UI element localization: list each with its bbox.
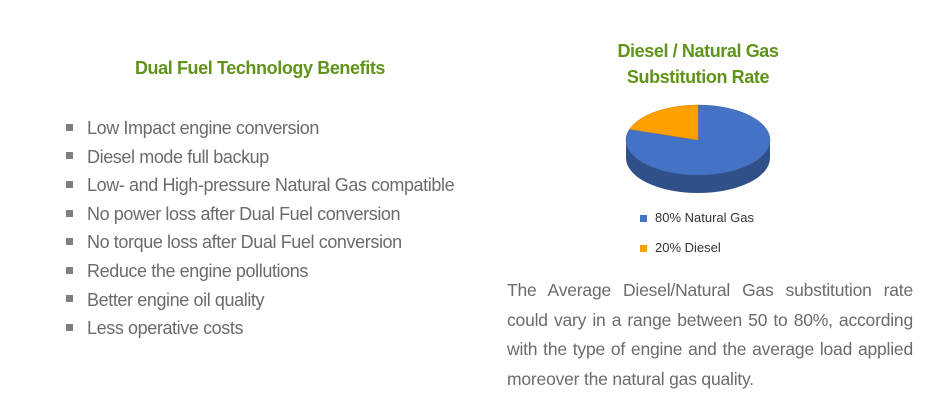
section-title: Dual Fuel Technology Benefits (134, 58, 386, 78)
benefit-item: Diesel mode full backup (66, 143, 454, 172)
pie-slice (629, 104, 699, 141)
legend-item: 80% Natural Gas (640, 210, 754, 225)
benefit-item: Reduce the engine pollutions (66, 257, 454, 286)
benefit-item: Low Impact engine conversion (66, 114, 454, 143)
legend-label: 20% Diesel (655, 240, 721, 255)
benefit-item: No power loss after Dual Fuel conversion (66, 200, 454, 229)
legend-item: 20% Diesel (640, 240, 721, 255)
benefit-list: Low Impact engine conversion Diesel mode … (66, 114, 455, 343)
legend-swatch (640, 245, 647, 252)
description: The Average Diesel/Natural Gas substitut… (507, 280, 913, 389)
benefit-item: No torque loss after Dual Fuel conversio… (66, 228, 454, 257)
benefit-item: Less operative costs (66, 314, 454, 343)
legend-label: 80% Natural Gas (655, 210, 754, 225)
legend-swatch (640, 215, 647, 222)
pie-slice (625, 104, 771, 176)
benefit-item: Low- and High-pressure Natural Gas compa… (66, 171, 455, 200)
pie-side (626, 140, 770, 193)
pie-chart (625, 104, 771, 193)
chart-title: Diesel / Natural Gas Substitution Rate (617, 41, 779, 87)
benefit-item: Better engine oil quality (66, 286, 454, 315)
